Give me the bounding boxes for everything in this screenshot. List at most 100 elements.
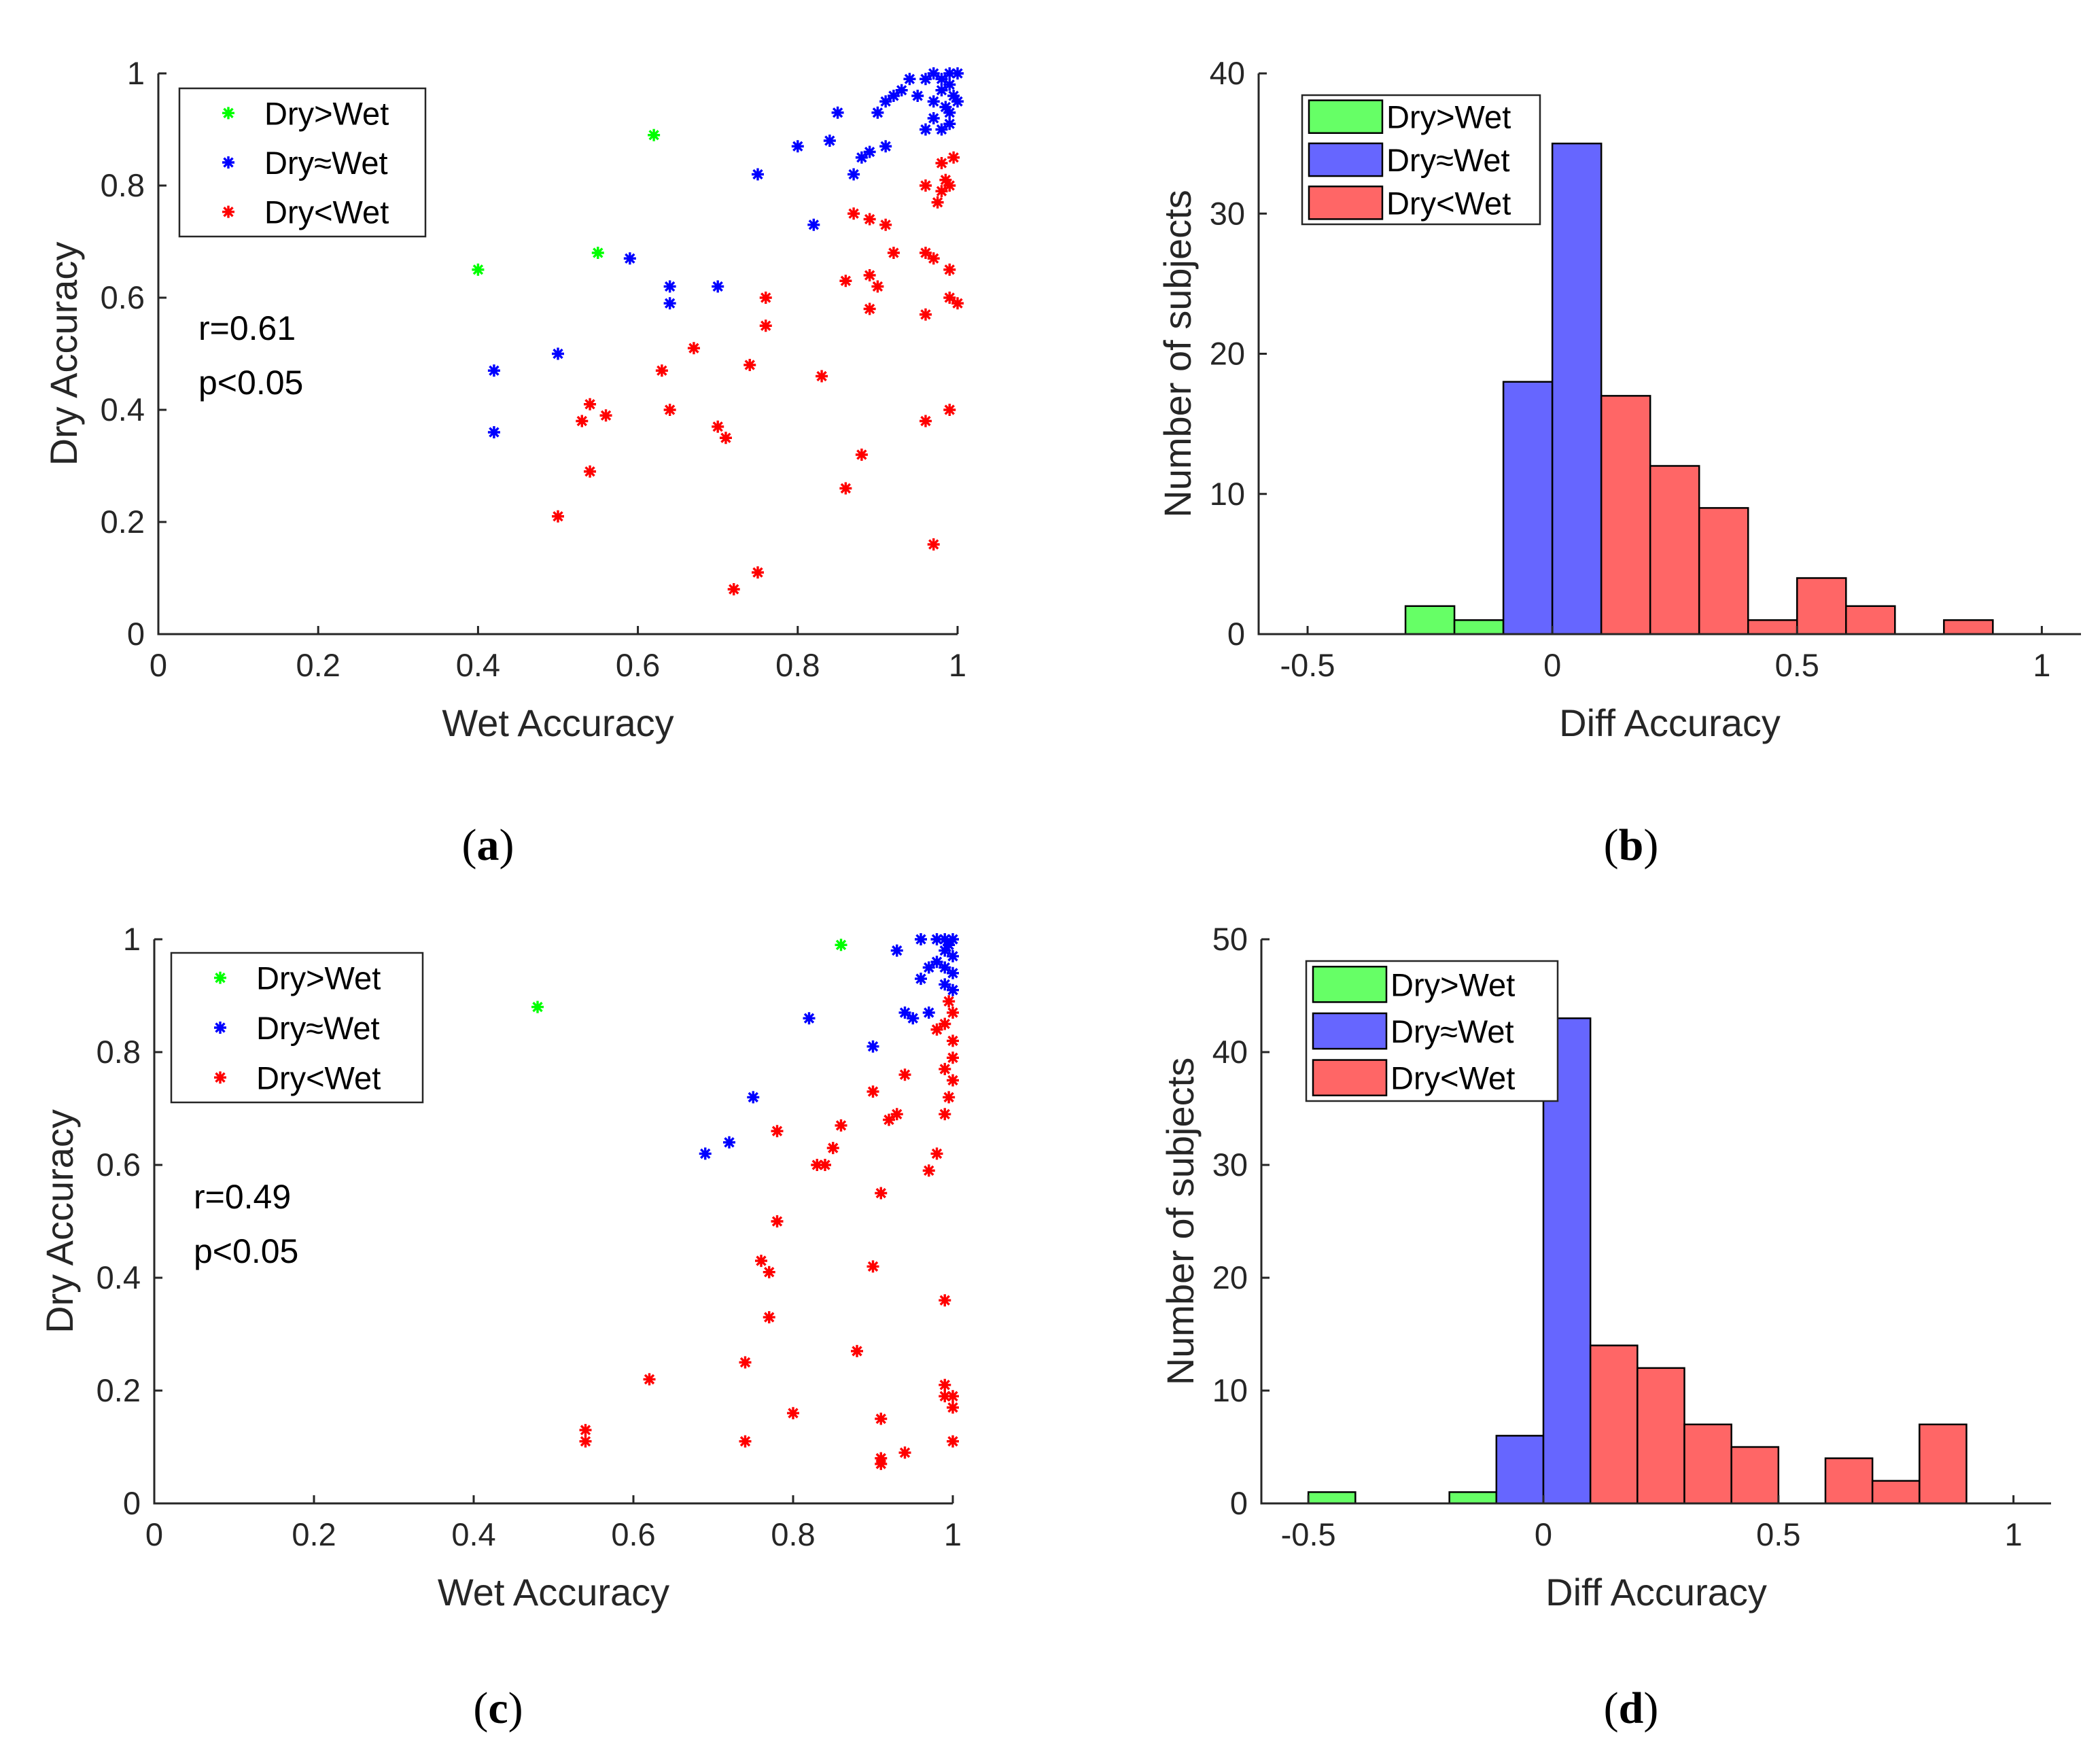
data-point [487,364,500,377]
data-point [943,939,956,952]
y-tick-label: 0.6 [97,1147,141,1183]
x-tick-label: -0.5 [1280,647,1335,683]
data-point [648,128,661,141]
data-point [875,1457,888,1470]
histogram-bar [1404,605,1456,635]
histogram-bar [1698,507,1749,635]
data-point [939,978,951,991]
legend-marker [214,1022,226,1034]
series-drywet [579,995,959,1470]
y-tick-label: 20 [1212,1259,1248,1295]
histogram-bar [1796,577,1847,635]
data-point [727,583,740,595]
data-point [939,1108,951,1121]
data-point [898,1068,911,1081]
data-point [831,106,844,119]
data-point [939,1378,951,1391]
histogram-bar [1649,465,1700,635]
legend-swatch [1308,142,1384,177]
data-point [927,67,940,80]
x-tick-label: 1 [944,1516,962,1552]
data-point [930,933,943,945]
data-point [723,1136,735,1149]
panel-a: 0 0.2 0.4 0.6 0.8 1 0 0.2 0.4 0.6 0.8 1 Wet Accuracy… [42,55,966,870]
legend-marker [222,205,234,218]
histogram-bar [1824,1457,1874,1505]
data-point [759,319,772,332]
data-point [863,302,876,315]
data-point [472,263,485,276]
data-point [939,1390,951,1403]
data-point [915,973,927,986]
y-tick-label: 50 [1212,921,1248,957]
data-point [855,449,868,461]
data-point [835,939,847,952]
y-tick-label: 0.8 [97,1034,141,1070]
series-drywet [1404,605,1505,635]
series-drywet [1502,142,1603,635]
legend-marker [214,971,226,984]
histogram-bar [1943,619,1994,635]
legend-label: Dry<Wet [264,194,389,230]
x-tick-label: -0.5 [1281,1516,1336,1552]
data-point [699,1147,712,1160]
data-point [943,179,956,192]
data-point [623,252,636,265]
data-point [943,118,956,130]
data-point [771,1125,784,1138]
data-point [935,84,948,97]
data-point [763,1266,775,1278]
data-point [752,168,764,181]
data-point [935,185,948,198]
data-point [943,292,956,304]
x-axis-title: Diff Accuracy [1559,701,1781,744]
correlation-r: r=0.49 [194,1178,291,1216]
x-tick-label: 0.6 [611,1516,655,1552]
legend-box [170,952,424,1104]
data-point [863,145,876,158]
x-tick-label: 0.2 [296,647,340,683]
panel-label: (b) [1604,820,1659,870]
y-tick-label: 0 [127,616,145,652]
legend-label: Dry>Wet [264,95,389,131]
legend: Dry>Wet Dry≈Wet Dry<Wet [1301,94,1541,226]
legend-label: Dry≈Wet [256,1010,380,1046]
y-tick-label: 0.2 [101,504,145,540]
data-point [552,347,564,360]
histogram-bar [1502,381,1554,635]
y-tick-label: 40 [1212,1034,1248,1070]
series-drywet [1600,395,1994,635]
data-point [922,961,935,974]
data-point [655,364,668,377]
data-point [887,247,900,259]
data-point [755,1255,767,1268]
data-point [907,1012,920,1025]
data-point [939,101,952,114]
data-point [816,370,828,383]
data-point [939,1294,951,1307]
data-point [943,1091,956,1104]
legend: Dry>Wet Dry≈Wet Dry<Wet [1305,960,1559,1102]
data-point [947,1390,959,1403]
histogram-bar [1307,1491,1357,1505]
data-point [890,944,903,957]
data-point [875,1187,888,1200]
data-point [591,247,604,259]
data-point [687,342,700,355]
data-point [947,1006,959,1019]
data-point [935,73,948,86]
data-point [823,135,836,147]
data-point [931,196,944,209]
data-point [947,1034,959,1047]
data-point [947,90,960,102]
y-tick-label: 1 [127,55,145,91]
data-point [947,151,960,164]
data-point [787,1407,799,1420]
data-point [599,409,612,422]
histogram-bar [1747,619,1798,635]
histogram-bar [1448,1491,1498,1505]
y-tick-label: 20 [1210,336,1245,372]
series-drywet [1589,1344,1967,1505]
data-point [863,269,876,281]
